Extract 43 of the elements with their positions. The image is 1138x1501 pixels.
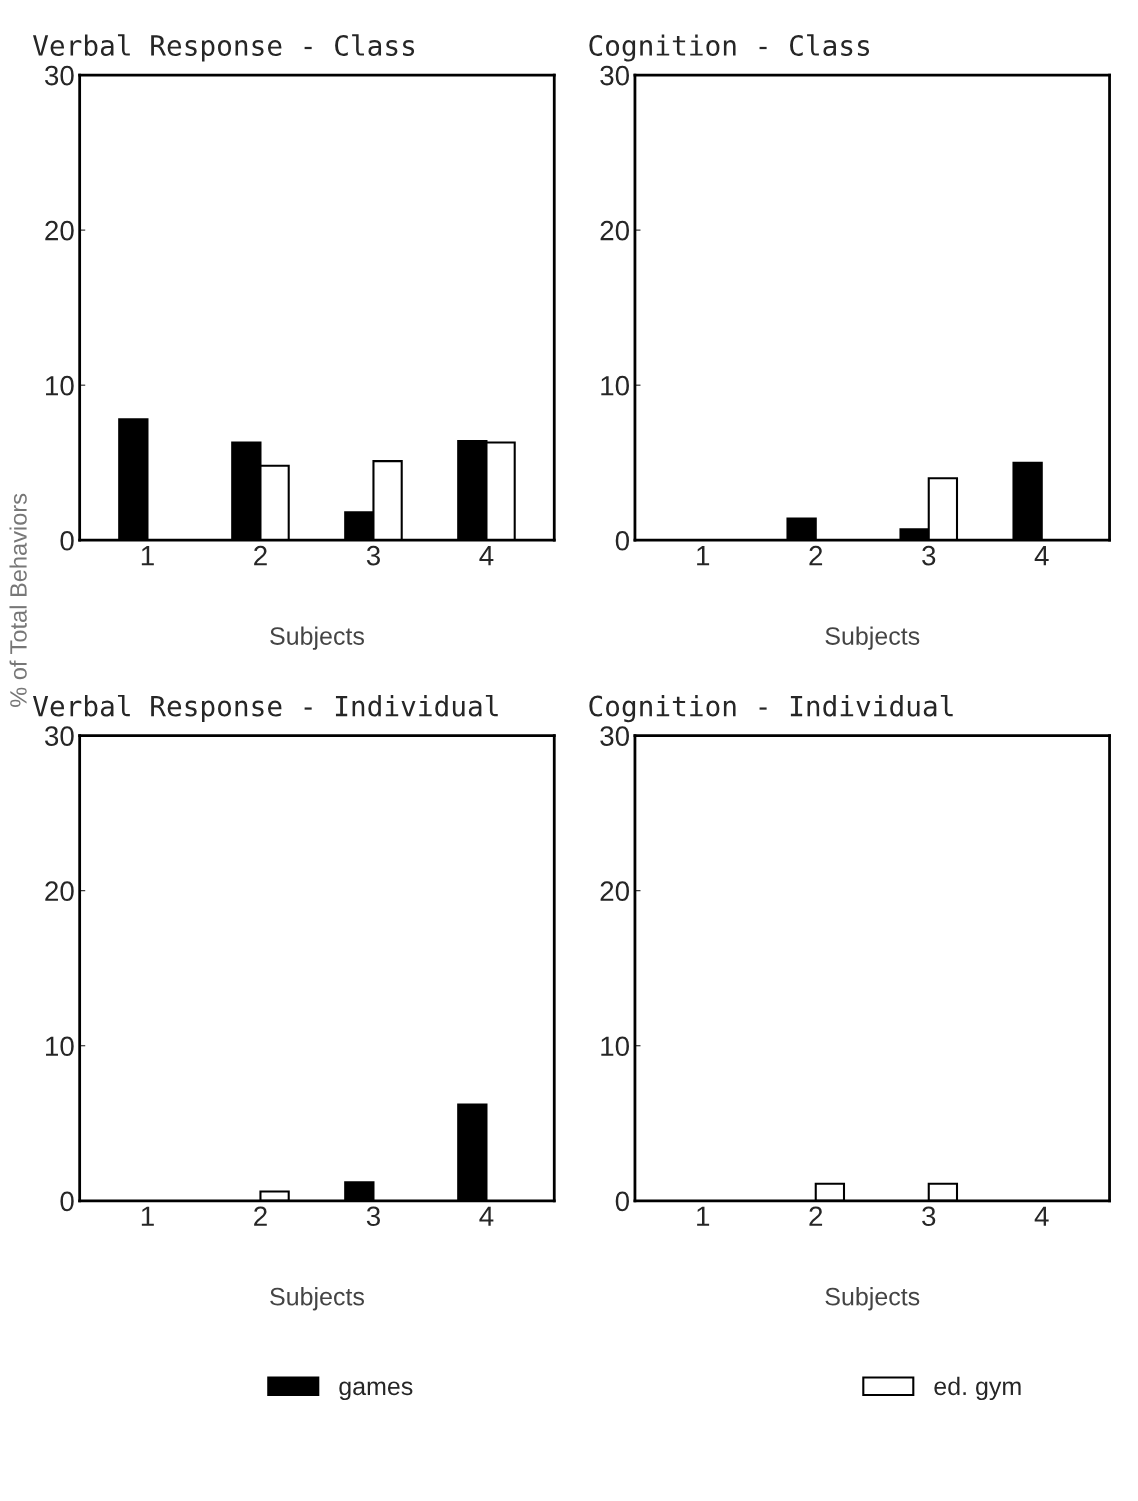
- y-tick-label: 10: [46, 375, 74, 396]
- x-tick-label: 1: [141, 546, 154, 566]
- x-tick-label: 1: [141, 1206, 154, 1226]
- chart-title: Cognition - Class: [589, 34, 870, 62]
- x-tick-label: 4: [479, 1206, 494, 1226]
- y-tick-label: 0: [615, 530, 629, 551]
- y-tick-label: 0: [60, 530, 74, 551]
- legend-label: games: [339, 1381, 413, 1401]
- chart-title: Verbal Response - Class: [32, 34, 415, 62]
- y-tick-label: 30: [600, 65, 629, 86]
- y-tick-label: 30: [44, 726, 74, 746]
- chart-title: Cognition - Individual: [589, 694, 953, 723]
- y-tick-label: 10: [601, 375, 629, 396]
- chart-title: Verbal Response - Individual: [32, 694, 498, 722]
- y-tick-label: 0: [615, 1191, 629, 1212]
- x-axis-title: Subjects: [825, 626, 920, 650]
- y-tick-label: 20: [600, 881, 629, 902]
- y-tick-label: 30: [600, 726, 629, 746]
- y-tick-label: 20: [45, 220, 74, 241]
- x-tick-label: 3: [922, 545, 936, 566]
- x-tick-label: 3: [366, 545, 380, 566]
- x-axis-title: Subjects: [825, 1287, 920, 1311]
- legend-label: ed. gym: [934, 1376, 1021, 1401]
- x-axis-title: Subjects: [270, 1287, 364, 1311]
- x-tick-label: 2: [254, 545, 267, 566]
- y-tick-label: 30: [44, 65, 74, 86]
- x-tick-label: 4: [479, 546, 494, 566]
- x-tick-label: 2: [254, 1206, 267, 1226]
- y-tick-label: 0: [60, 1191, 74, 1212]
- x-tick-label: 3: [366, 1206, 380, 1227]
- x-tick-label: 1: [697, 546, 710, 566]
- x-tick-label: 2: [809, 1206, 823, 1226]
- y-tick-label: 20: [600, 220, 629, 241]
- x-tick-label: 4: [1034, 1206, 1049, 1226]
- x-tick-label: 1: [697, 1206, 710, 1226]
- y-tick-label: 20: [45, 881, 74, 902]
- x-tick-label: 2: [809, 545, 823, 566]
- y-tick-label: 10: [46, 1036, 74, 1057]
- y-tick-label: 10: [601, 1036, 629, 1057]
- x-tick-label: 3: [922, 1206, 936, 1227]
- y-axis-title: % of Total Behaviors: [9, 493, 27, 707]
- x-tick-label: 4: [1034, 546, 1049, 566]
- x-axis-title: Subjects: [270, 626, 364, 650]
